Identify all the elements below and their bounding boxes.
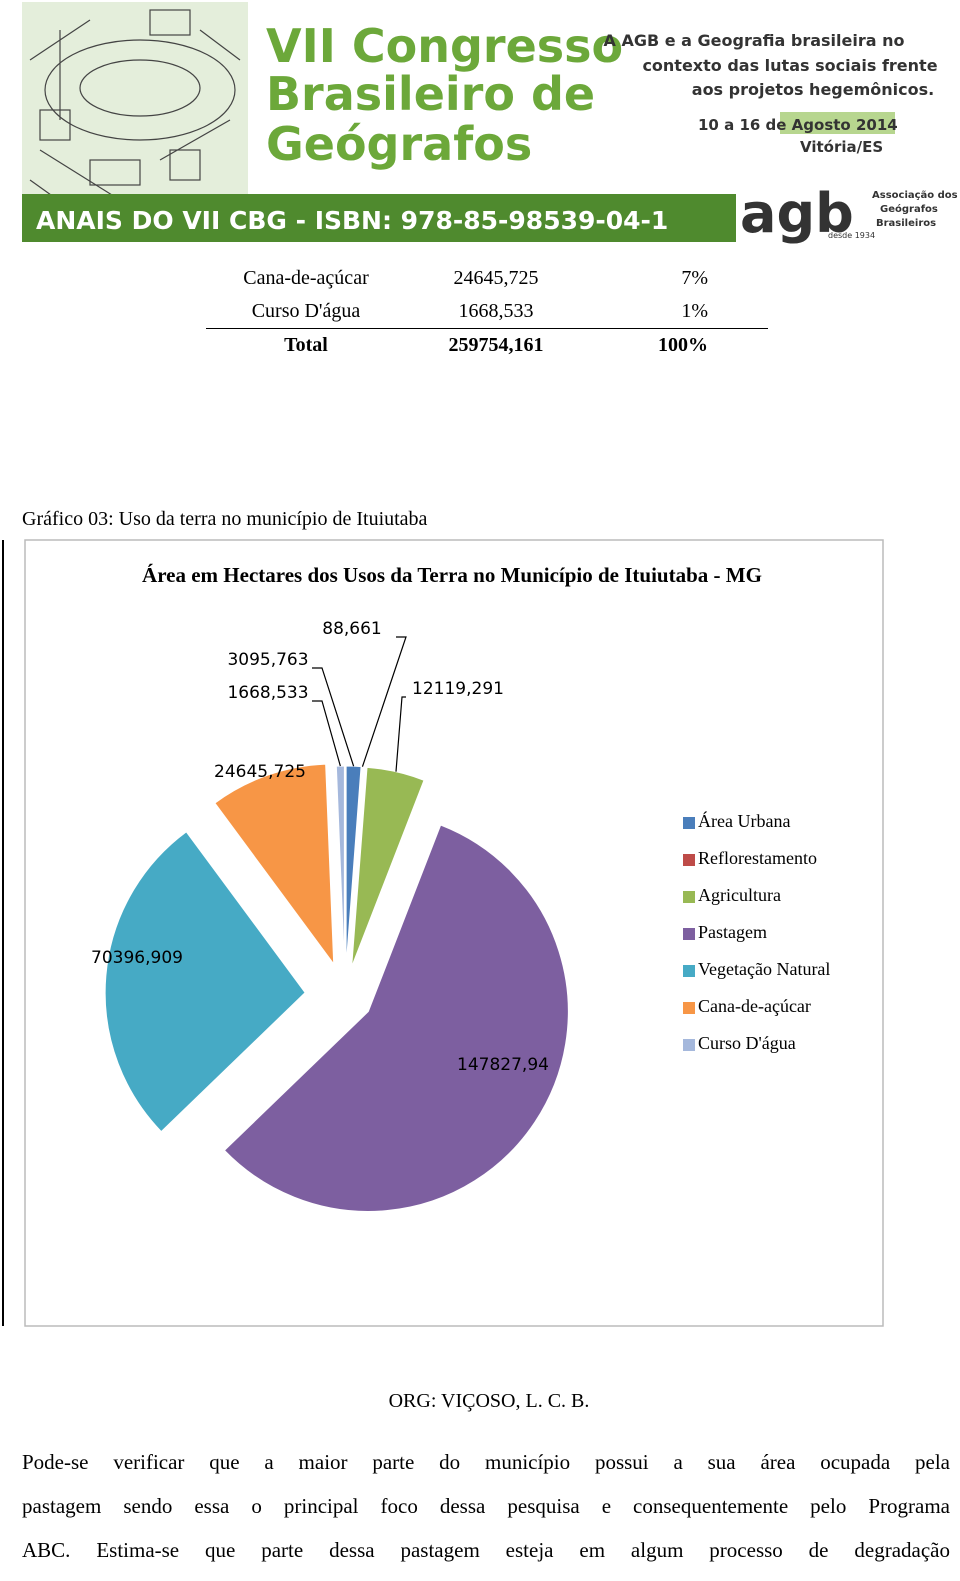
leader-line <box>361 636 407 767</box>
pie-slice <box>351 766 425 967</box>
association: Geógrafos <box>880 203 938 215</box>
table-cell: 24645,725 <box>453 267 539 289</box>
legend-swatch <box>683 1039 695 1051</box>
margin-rule <box>2 540 4 1326</box>
legend-swatch <box>683 1002 695 1014</box>
leader-line <box>312 700 341 767</box>
logo-since: desde 1934 <box>828 231 875 240</box>
data-label: 147827,94 <box>457 1055 549 1075</box>
table-cell: Cana-de-açúcar <box>243 267 369 289</box>
table-cell: 1% <box>681 300 708 322</box>
association: Associação dos <box>872 190 958 201</box>
pie-slice <box>214 763 335 966</box>
table-cell: Curso D'água <box>251 300 361 322</box>
legend-label: Agricultura <box>698 885 781 905</box>
data-label: 24645,725 <box>214 762 306 782</box>
table-cell: 7% <box>681 267 708 289</box>
paragraph-line: Pode-se verificar que a maior parte do m… <box>22 1450 950 1474</box>
legend-swatch <box>683 891 695 903</box>
table-cell: Total <box>206 328 406 362</box>
data-table: Cana-de-açúcar 24645,725 7% Curso D'água… <box>206 262 768 362</box>
table-cell: 1668,533 <box>458 300 534 322</box>
legend-label: Vegetação Natural <box>698 959 830 979</box>
isbn-bar <box>22 194 736 242</box>
legend-label: Cana-de-açúcar <box>698 996 811 1016</box>
table-row: Curso D'água 1668,533 1% <box>206 295 768 329</box>
header-theme: A AGB e a Geografia brasileira no <box>604 31 905 50</box>
legend-label: Área Urbana <box>698 810 790 831</box>
logo: agb <box>740 182 854 245</box>
header-place: Vitória/ES <box>800 138 883 156</box>
data-label: 3095,763 <box>227 650 308 670</box>
data-label: 70396,909 <box>91 948 183 968</box>
table-row: Cana-de-açúcar 24645,725 7% <box>206 262 768 295</box>
header-title: VII Congresso <box>266 19 623 73</box>
legend-label: Curso D'água <box>698 1033 796 1053</box>
header-theme: contexto das lutas sociais frente <box>642 56 937 75</box>
table-row: Total 259754,161 100% <box>206 328 768 362</box>
figure-source: ORG: VIÇOSO, L. C. B. <box>388 1390 590 1412</box>
leader-line <box>395 696 406 772</box>
paragraph-line: pastagem sendo essa o principal foco des… <box>22 1494 950 1518</box>
legend-swatch <box>683 965 695 977</box>
pie-slice <box>104 831 306 1133</box>
legend-label: Pastagem <box>698 922 767 942</box>
header-title: Brasileiro de <box>266 67 595 121</box>
chart: Área em Hectares dos Usos da Terra no Mu… <box>24 539 884 1327</box>
chart-title: Área em Hectares dos Usos da Terra no Mu… <box>142 563 762 587</box>
paragraph-line: ABC. Estima-se que parte dessa pastagem … <box>22 1538 950 1562</box>
leader-line <box>312 667 355 767</box>
legend-label: Reflorestamento <box>698 848 817 868</box>
header-dates: 10 a 16 de Agosto 2014 <box>698 116 898 134</box>
association: Brasileiros <box>876 218 936 229</box>
figure-caption: Gráfico 03: Uso da terra no município de… <box>22 508 428 530</box>
table-cell: 100% <box>586 328 768 362</box>
header-isbn: ANAIS DO VII CBG - ISBN: 978-85-98539-04… <box>36 206 668 235</box>
banner: VII Congresso Brasileiro de Geógrafos A … <box>22 2 958 245</box>
table-cell: 259754,161 <box>406 328 586 362</box>
legend-swatch <box>683 854 695 866</box>
paragraph: Pode-se verificar que a maior parte do m… <box>22 1444 950 1576</box>
legend-swatch <box>683 928 695 940</box>
header-theme: aos projetos hegemônicos. <box>692 80 934 99</box>
legend-swatch <box>683 817 695 829</box>
dates-highlight <box>780 112 895 134</box>
banner-sketch <box>29 9 241 231</box>
data-label: 1668,533 <box>227 683 308 703</box>
data-label: 12119,291 <box>412 679 504 699</box>
header-title: Geógrafos <box>266 117 532 171</box>
pie-slice <box>335 765 345 967</box>
data-label: 88,661 <box>322 619 381 639</box>
pie-slice <box>223 824 569 1212</box>
